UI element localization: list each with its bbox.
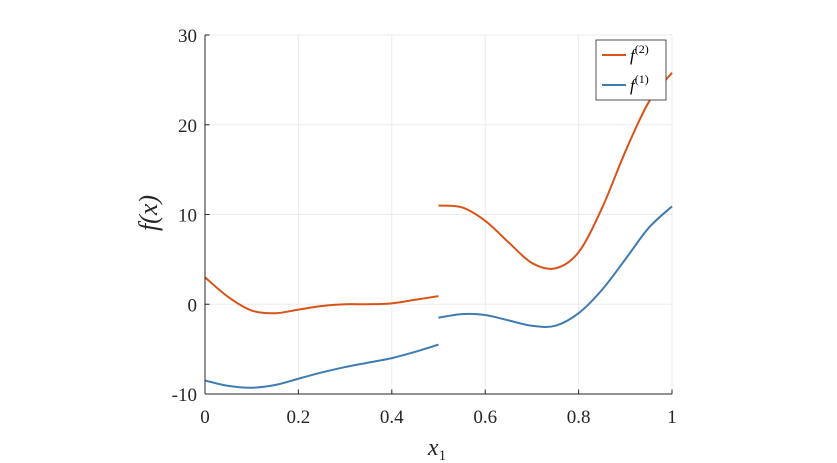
series-lines [204, 72, 673, 389]
x-tick-label-1: 0.2 [287, 407, 311, 428]
series-1-segment-0 [204, 343, 439, 389]
y-tick-label-0: -10 [172, 385, 197, 406]
y-tick-label-3: 20 [178, 116, 197, 137]
x-tick-label-3: 0.6 [473, 407, 497, 428]
x-tick-label-0: 0 [200, 407, 210, 428]
y-tick-label-2: 10 [178, 206, 197, 227]
x-tick-label-2: 0.4 [380, 407, 404, 428]
axes [204, 34, 673, 395]
y-tick-label-4: 30 [178, 26, 197, 47]
series-0-segment-0 [204, 276, 439, 315]
y-tick-label-1: 0 [188, 295, 198, 316]
legend-label-f2-superscript: (2) [635, 42, 649, 56]
x-axis-label-subscript: 1 [439, 448, 447, 463]
x-axis-label: x1 [427, 435, 446, 463]
legend-label-f1: f(1) [630, 72, 649, 95]
legend-box [595, 39, 667, 101]
series-0-segment-1 [438, 72, 673, 270]
x-tick-label-4: 0.8 [567, 407, 591, 428]
legend: f(2) f(1) [595, 39, 667, 101]
legend-label-f1-superscript: (1) [635, 72, 649, 86]
series-1-segment-1 [438, 205, 673, 328]
y-axis-label: f(x) [134, 195, 163, 231]
x-tick-label-5: 1 [667, 407, 677, 428]
legend-label-f2: f(2) [630, 42, 649, 65]
